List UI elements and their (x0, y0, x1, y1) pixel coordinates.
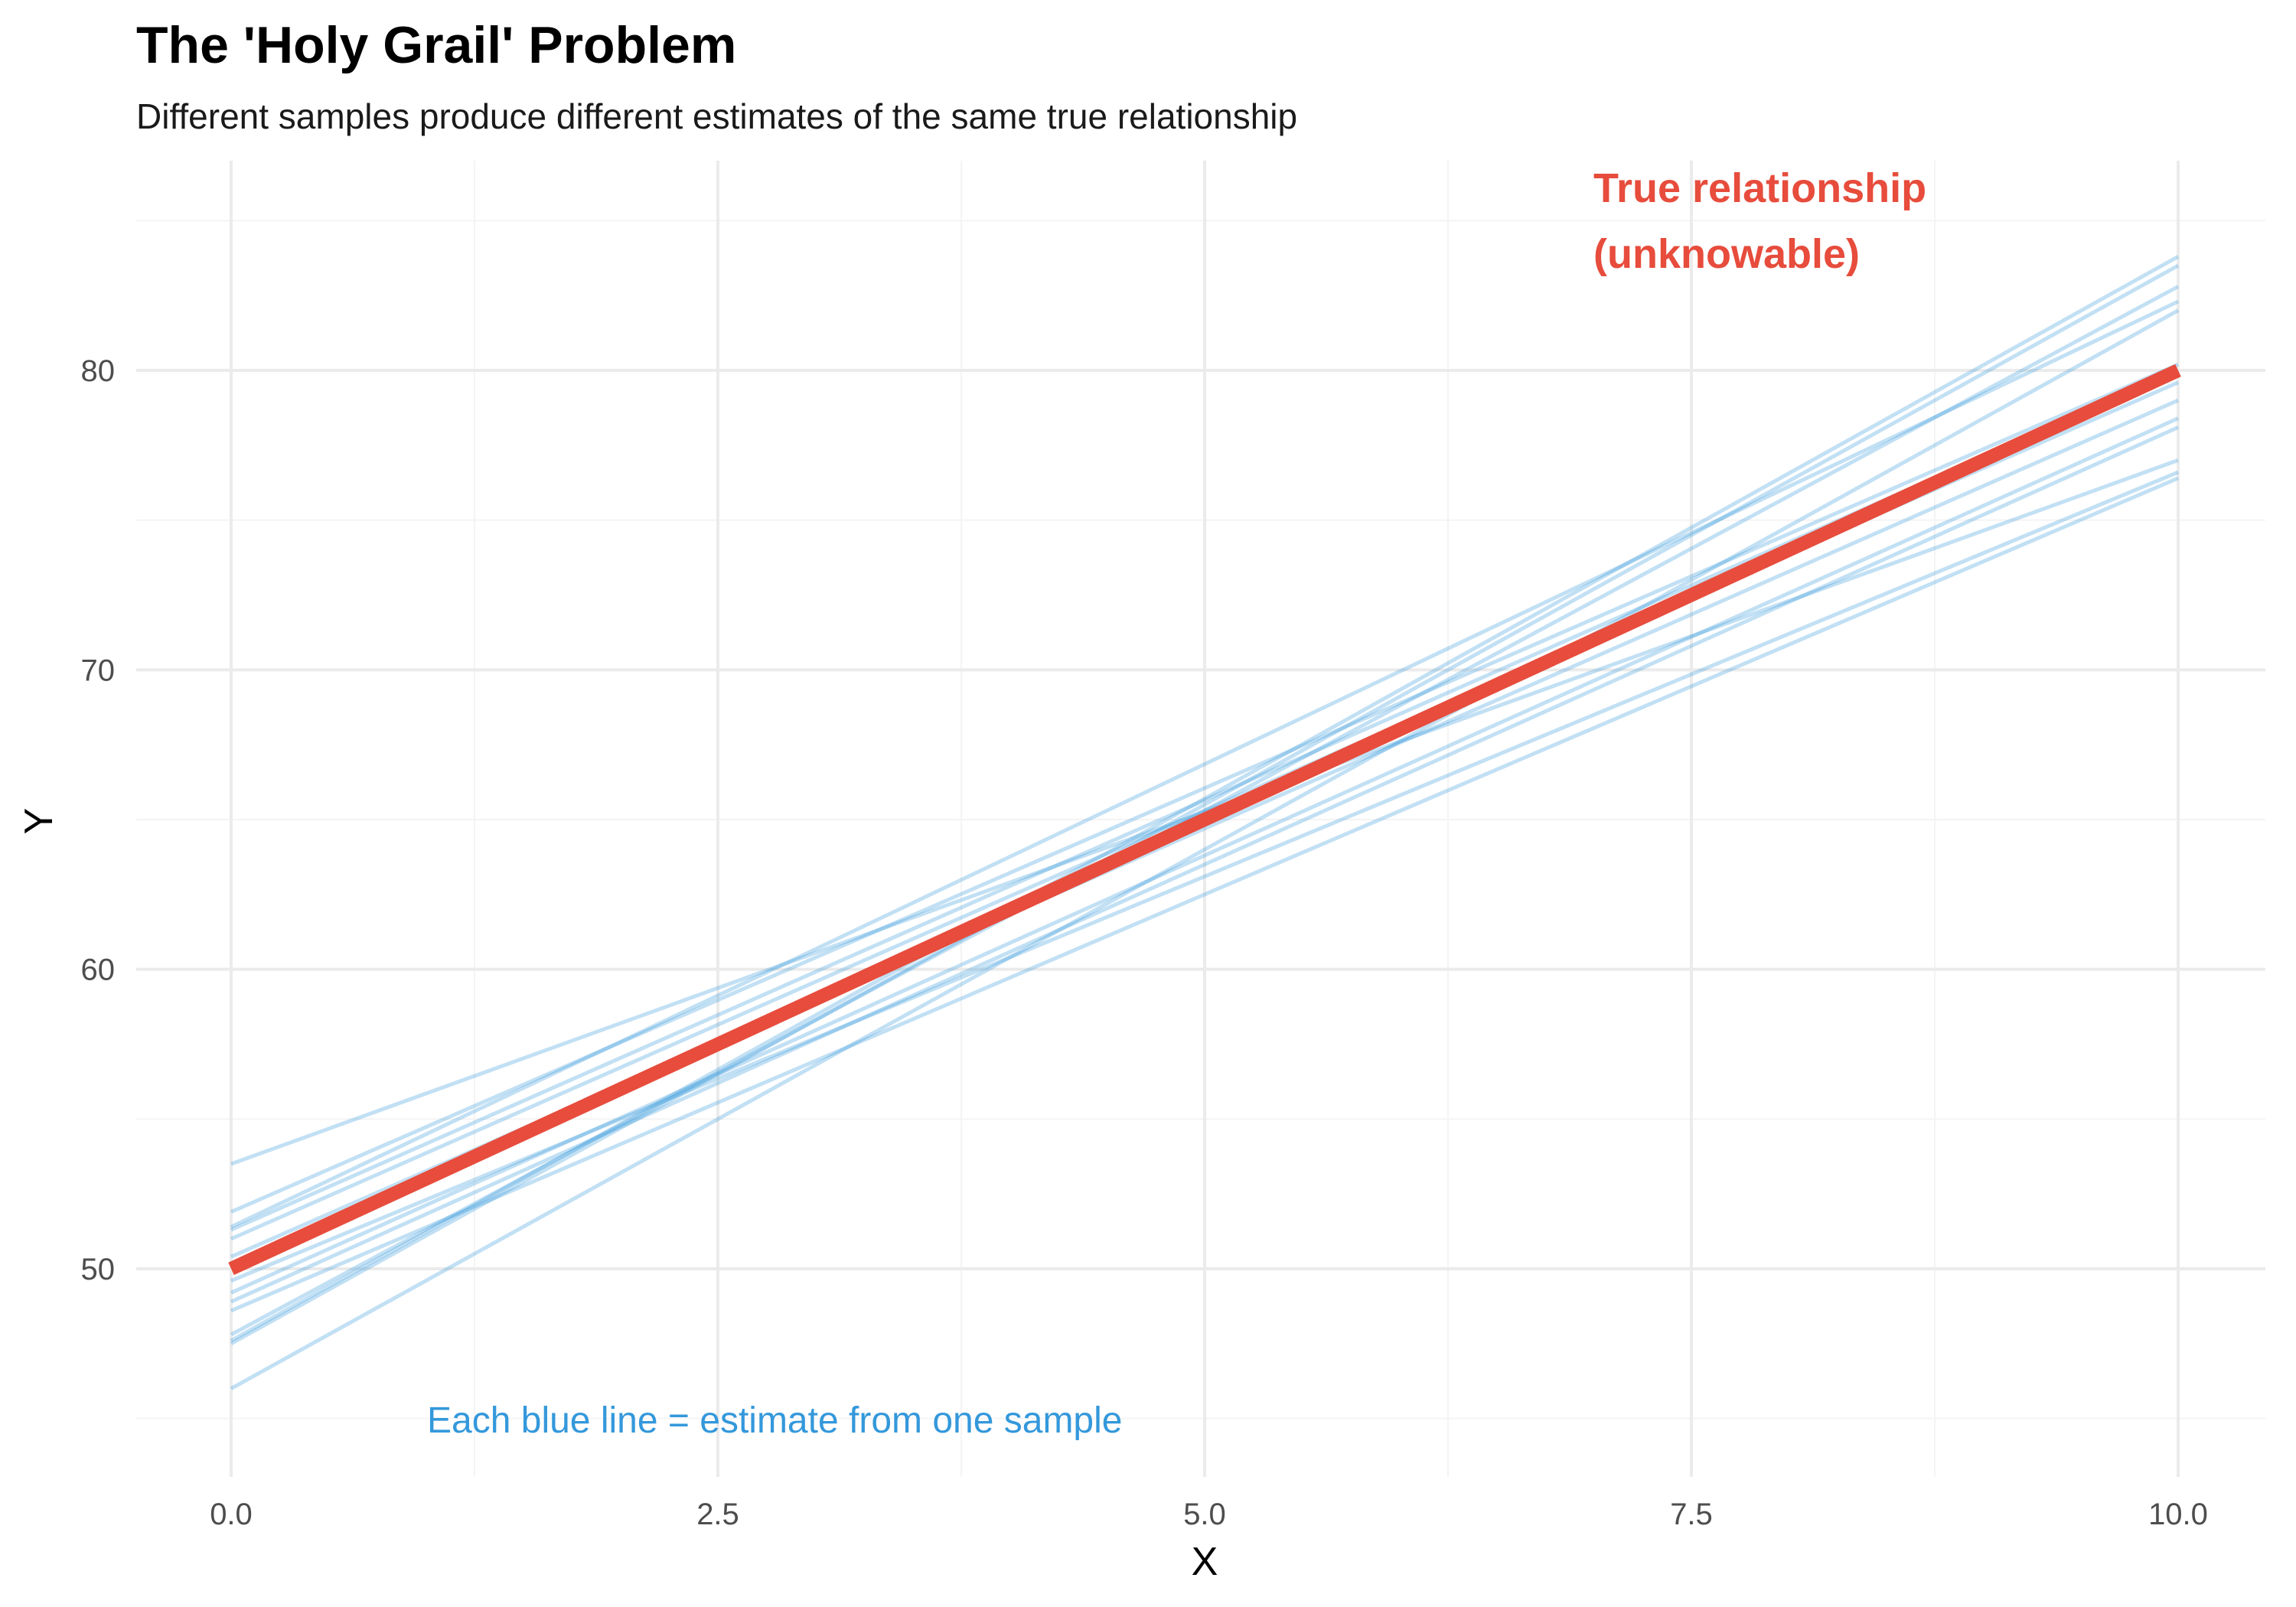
x-tick-label: 5.0 (1183, 1498, 1226, 1531)
sample-line (230, 470, 2179, 1283)
true-relationship-line (228, 363, 2181, 1276)
y-tick-label: 60 (81, 953, 116, 987)
chart-title: The 'Holy Grail' Problem (136, 16, 736, 74)
sample-line (230, 416, 2180, 1295)
sample-line (230, 255, 2180, 1343)
sample-line (230, 299, 2180, 1229)
true-relationship-label-line2: (unknowable) (1593, 231, 1860, 277)
x-tick-label: 2.5 (696, 1498, 739, 1531)
true-relationship-label-line1: True relationship (1593, 165, 1926, 211)
sample-line (230, 263, 2180, 1346)
sample-line (230, 285, 2180, 1337)
x-tick-label: 7.5 (1670, 1498, 1713, 1531)
x-tick-label: 0.0 (210, 1498, 253, 1531)
sample-lines-label: Each blue line = estimate from one sampl… (427, 1400, 1122, 1441)
x-axis-ticks: 0.0 2.5 5.0 7.5 10.0 (210, 1498, 2208, 1531)
y-axis-ticks: 50 60 70 80 (81, 354, 116, 1286)
x-tick-label: 10.0 (2148, 1498, 2208, 1531)
y-tick-label: 80 (81, 354, 116, 388)
true-relationship (228, 363, 2181, 1276)
y-tick-label: 70 (81, 654, 116, 687)
sample-line (230, 362, 2179, 1214)
sample-line (230, 308, 2180, 1390)
grid (136, 161, 2265, 1477)
y-tick-label: 50 (81, 1253, 116, 1286)
x-axis-title: X (1192, 1540, 1218, 1584)
sample-line (230, 476, 2179, 1313)
y-axis-title: Y (17, 808, 61, 835)
chart-subtitle: Different samples produce different esti… (136, 96, 1297, 136)
sample-line (230, 425, 2180, 1304)
